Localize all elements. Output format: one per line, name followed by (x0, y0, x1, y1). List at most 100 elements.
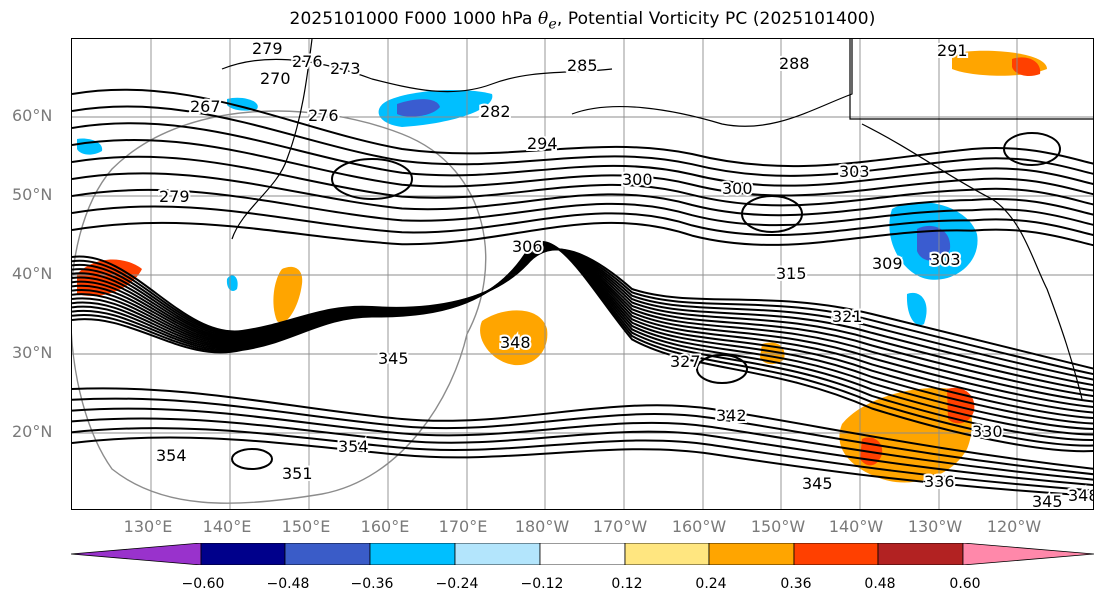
contour-label: 273 (330, 59, 361, 78)
lon-label-130e: 130°E (123, 517, 173, 536)
closed-contour (696, 354, 748, 384)
lat-label-50n: 50°N (12, 185, 53, 204)
colorbar-tick: −0.48 (266, 576, 310, 592)
contour-label: 279 (159, 187, 190, 206)
closed-contour (331, 158, 413, 200)
lat-label-40n: 40°N (12, 264, 53, 283)
contour-label: 294 (527, 134, 558, 153)
colorbar-tick: 0.24 (695, 576, 727, 592)
colorbar-segment (539, 543, 626, 565)
contour-label: 342 (716, 406, 747, 425)
contour-label: 282 (480, 102, 511, 121)
contour-label: 330 (972, 422, 1003, 441)
contour-label: 303 (930, 250, 961, 269)
colorbar-segment (962, 543, 1094, 565)
lon-label-140e: 140°E (202, 517, 252, 536)
colorbar-tick: 0.12 (611, 576, 643, 592)
title-prefix: 2025101000 F000 1000 hPa (289, 9, 538, 29)
theta-subscript: e (548, 16, 557, 33)
colorbar-tick: −0.36 (350, 576, 394, 592)
lon-label-160e: 160°E (360, 517, 410, 536)
colorbar (71, 543, 1094, 565)
contour-label: 300 (722, 179, 753, 198)
contour-label: 354 (338, 437, 369, 456)
negative-pv-area (917, 225, 951, 261)
lon-label-150w: 150°W (750, 517, 806, 536)
contour-label: 351 (282, 464, 313, 483)
positive-pv-area (480, 310, 548, 366)
positive-pv-area (1012, 57, 1041, 77)
contour-label: 291 (937, 41, 968, 60)
north-america-coast (861, 123, 1083, 400)
contour-line (72, 172, 1093, 217)
negative-pv-area (227, 97, 258, 111)
lat-label-30n: 30°N (12, 343, 53, 362)
colorbar-tick: 0.48 (864, 576, 896, 592)
map-canvas: 279 276 273 270 267 276 282 285 288 291 294 300 300 3… (72, 39, 1094, 510)
contour-label: 348 (500, 333, 531, 352)
title-suffix: , Potential Vorticity PC (2025101400) (556, 9, 876, 29)
lon-label-150e: 150°E (281, 517, 331, 536)
colorbar-tick: 0.36 (780, 576, 812, 592)
theta-symbol: θ (538, 9, 549, 29)
colorbar-segment (624, 543, 710, 565)
contour-line (72, 105, 1093, 177)
contour-label: 306 (512, 237, 543, 256)
contour-line (72, 407, 1093, 481)
lon-label-140w: 140°W (828, 517, 884, 536)
contour-label: 348 (1068, 486, 1094, 505)
contour-label: 327 (670, 352, 701, 371)
contour-label: 345 (1032, 492, 1063, 510)
contour-labels: 279 276 273 270 267 276 282 285 288 291 294 300 300 3… (154, 39, 1094, 510)
colorbar-segment (793, 543, 879, 565)
contour-label: 336 (924, 472, 955, 491)
range-ring (72, 110, 487, 504)
alaska-coast (571, 39, 853, 127)
negative-pv-area (906, 292, 927, 326)
colorbar-segment (284, 543, 371, 565)
lon-label-160w: 160°W (671, 517, 727, 536)
theta-e-contours (72, 88, 1093, 497)
closed-contour (1003, 132, 1061, 166)
contour-line (72, 88, 1093, 168)
contour-label: 276 (292, 52, 323, 71)
contour-line (72, 205, 1093, 237)
colorbar-segment (877, 543, 964, 565)
contour-line (72, 436, 1093, 497)
contour-line (72, 139, 1093, 197)
contour-line (72, 427, 1093, 492)
contour-label: 270 (260, 69, 291, 88)
lat-label-20n: 20°N (12, 422, 53, 441)
lon-label-130w: 130°W (907, 517, 963, 536)
positive-pv-area (273, 266, 303, 323)
colorbar-segment (708, 543, 795, 565)
colorbar-tick: −0.12 (520, 576, 564, 592)
lon-label-170w: 170°W (592, 517, 648, 536)
contour-label: 345 (802, 474, 833, 493)
contour-line (72, 155, 1093, 207)
contour-line (72, 122, 1093, 187)
colorbar-tick: −0.24 (435, 576, 479, 592)
chart-title: 2025101000 F000 1000 hPa θe, Potential V… (0, 9, 1105, 32)
contour-line (72, 243, 1093, 430)
contour-label: 354 (156, 446, 187, 465)
contour-label: 279 (252, 39, 283, 58)
contour-line (72, 243, 1093, 436)
contour-line (72, 397, 1093, 476)
coastlines (221, 39, 1093, 400)
closed-contour (741, 195, 803, 233)
contour-label: 309 (872, 254, 903, 273)
contour-label: 315 (776, 264, 807, 283)
contour-label: 276 (308, 106, 339, 125)
contour-label: 321 (832, 307, 863, 326)
lon-label-120w: 120°W (986, 517, 1042, 536)
contour-line (72, 221, 1093, 247)
contour-line (72, 188, 1093, 227)
contour-label: 285 (567, 56, 598, 75)
domain-box (849, 39, 1093, 120)
colorbar-tick: 0.60 (949, 576, 981, 592)
contour-line (72, 244, 1093, 425)
contour-line (72, 241, 1093, 453)
negative-pv-area (397, 99, 440, 117)
closed-contour (231, 448, 273, 470)
